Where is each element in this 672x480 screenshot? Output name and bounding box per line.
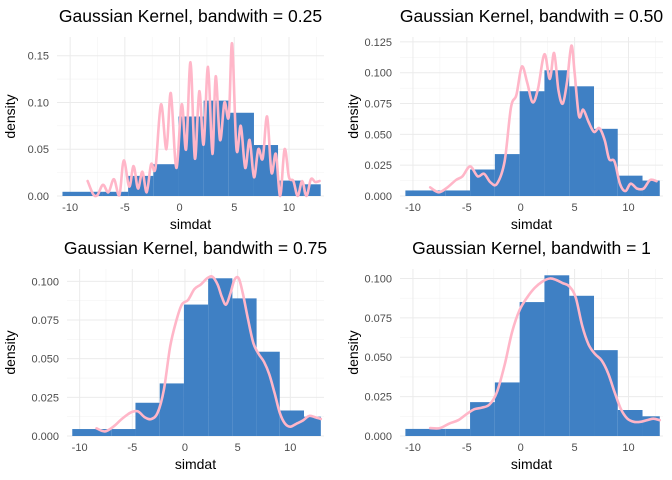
plot-area: -10 -5 0 5 10 0.000 0.025 0.050 0.075 0.100 bbox=[364, 269, 663, 454]
x-axis-title: simdat bbox=[511, 456, 552, 472]
y-tick-label: 0.075 bbox=[31, 315, 59, 327]
histogram-bar bbox=[405, 190, 446, 196]
plot-area: -10 -5 0 5 10 0.000 0.025 0.050 0.075 0.100 bbox=[31, 269, 324, 454]
histogram-bar bbox=[303, 416, 321, 436]
y-tick-label: 0.025 bbox=[31, 392, 59, 404]
x-tick-label: -5 bbox=[120, 202, 130, 214]
x-tick-label: -10 bbox=[62, 202, 78, 214]
x-axis-title: simdat bbox=[511, 216, 552, 232]
histogram-bar bbox=[519, 91, 545, 196]
histogram-bar bbox=[256, 351, 280, 436]
histogram-bar bbox=[494, 382, 520, 436]
y-axis-title: density bbox=[345, 94, 361, 138]
y-tick-label: 0.075 bbox=[364, 313, 392, 325]
histogram-bar bbox=[569, 295, 595, 436]
x-tick-label: 10 bbox=[284, 442, 296, 454]
y-axis-title: density bbox=[2, 330, 18, 374]
histogram-bar bbox=[405, 428, 446, 436]
x-tick-label: -5 bbox=[462, 442, 472, 454]
plot-area: -10 -5 0 5 10 0.00 0.05 0.10 0.15 bbox=[28, 37, 324, 214]
y-tick-label: 0.000 bbox=[364, 431, 392, 443]
y-tick-label: 0.10 bbox=[28, 97, 49, 109]
y-tick-label: 0.075 bbox=[364, 99, 392, 111]
panel-bandwidth-0-50: -10 -5 0 5 10 0.000 0.025 0.050 0.075 0.100 0.125 G… bbox=[345, 6, 663, 232]
histogram-bar bbox=[519, 302, 545, 436]
panel-title: Gaussian Kernel, bandwith = 0.50 bbox=[400, 6, 663, 26]
histogram-bar bbox=[203, 100, 229, 196]
y-tick-label: 0.100 bbox=[31, 276, 59, 288]
x-tick-label: -10 bbox=[72, 442, 88, 454]
y-tick-label: 0.050 bbox=[364, 352, 392, 364]
histogram-bar bbox=[494, 154, 520, 196]
histogram-bar bbox=[594, 128, 618, 196]
panel-bandwidth-0-25: -10 -5 0 5 10 0.00 0.05 0.10 0.15 Gaussian Kernel… bbox=[2, 6, 324, 232]
histogram-bar bbox=[569, 86, 595, 196]
histogram-bar bbox=[232, 298, 257, 436]
x-tick-label: -10 bbox=[405, 202, 421, 214]
histogram-bar bbox=[445, 428, 471, 436]
x-tick-label: 10 bbox=[622, 202, 634, 214]
panel-bandwidth-1: -10 -5 0 5 10 0.000 0.025 0.050 0.075 0.100 Gaussi… bbox=[345, 238, 663, 472]
x-tick-label: -5 bbox=[127, 442, 137, 454]
histogram-bar bbox=[594, 350, 618, 436]
x-tick-label: 5 bbox=[572, 202, 578, 214]
y-tick-label: 0.025 bbox=[364, 392, 392, 404]
y-axis-title: density bbox=[345, 330, 361, 374]
density-curve bbox=[428, 277, 662, 430]
panel-title: Gaussian Kernel, bandwith = 0.25 bbox=[59, 6, 322, 26]
histogram-bar bbox=[111, 429, 136, 436]
panel-bandwidth-0-75: -10 -5 0 5 10 0.000 0.025 0.050 0.075 0.100 Gaussi… bbox=[2, 238, 327, 472]
y-tick-label: 0.050 bbox=[31, 354, 59, 366]
x-tick-label: 0 bbox=[182, 442, 188, 454]
y-tick-label: 0.15 bbox=[28, 51, 49, 63]
y-tick-label: 0.05 bbox=[28, 144, 49, 156]
density-curve bbox=[86, 42, 321, 198]
y-tick-label: 0.100 bbox=[364, 68, 392, 80]
panel-title: Gaussian Kernel, bandwith = 0.75 bbox=[64, 238, 327, 258]
y-tick-label: 0.050 bbox=[364, 129, 392, 141]
x-tick-label: 10 bbox=[283, 202, 295, 214]
x-tick-label: 5 bbox=[231, 202, 237, 214]
y-tick-label: 0.000 bbox=[31, 431, 59, 443]
histogram-bar bbox=[208, 278, 233, 436]
histogram-bar bbox=[445, 190, 471, 196]
x-tick-label: 5 bbox=[235, 442, 241, 454]
panel-title: Gaussian Kernel, bandwith = 1 bbox=[412, 238, 651, 258]
x-tick-label: 5 bbox=[572, 442, 578, 454]
x-tick-label: 0 bbox=[518, 202, 524, 214]
y-tick-label: 0.100 bbox=[364, 273, 392, 285]
x-tick-label: 0 bbox=[176, 202, 182, 214]
density-curve bbox=[95, 275, 323, 433]
histogram-bar bbox=[62, 191, 103, 196]
histogram-bar bbox=[72, 429, 112, 436]
x-axis-title: simdat bbox=[175, 456, 216, 472]
x-axis-title: simdat bbox=[170, 216, 211, 232]
histogram-bar bbox=[544, 275, 570, 436]
histogram-bar bbox=[102, 191, 129, 196]
histogram-bar bbox=[183, 304, 209, 436]
histogram-bar bbox=[178, 116, 204, 196]
histogram-bar bbox=[303, 184, 321, 196]
histogram-bar bbox=[153, 164, 179, 196]
x-tick-label: -5 bbox=[462, 202, 472, 214]
y-tick-label: 0.025 bbox=[364, 160, 392, 172]
y-tick-label: 0.00 bbox=[28, 191, 49, 203]
x-tick-label: -10 bbox=[405, 442, 421, 454]
x-tick-label: 10 bbox=[622, 442, 634, 454]
x-tick-label: 0 bbox=[518, 442, 524, 454]
y-tick-label: 0.125 bbox=[364, 37, 392, 49]
plot-area: -10 -5 0 5 10 0.000 0.025 0.050 0.075 0.100 0.125 bbox=[364, 37, 663, 214]
density-curve bbox=[428, 44, 658, 194]
y-axis-title: density bbox=[2, 94, 18, 138]
y-tick-label: 0.000 bbox=[364, 191, 392, 203]
